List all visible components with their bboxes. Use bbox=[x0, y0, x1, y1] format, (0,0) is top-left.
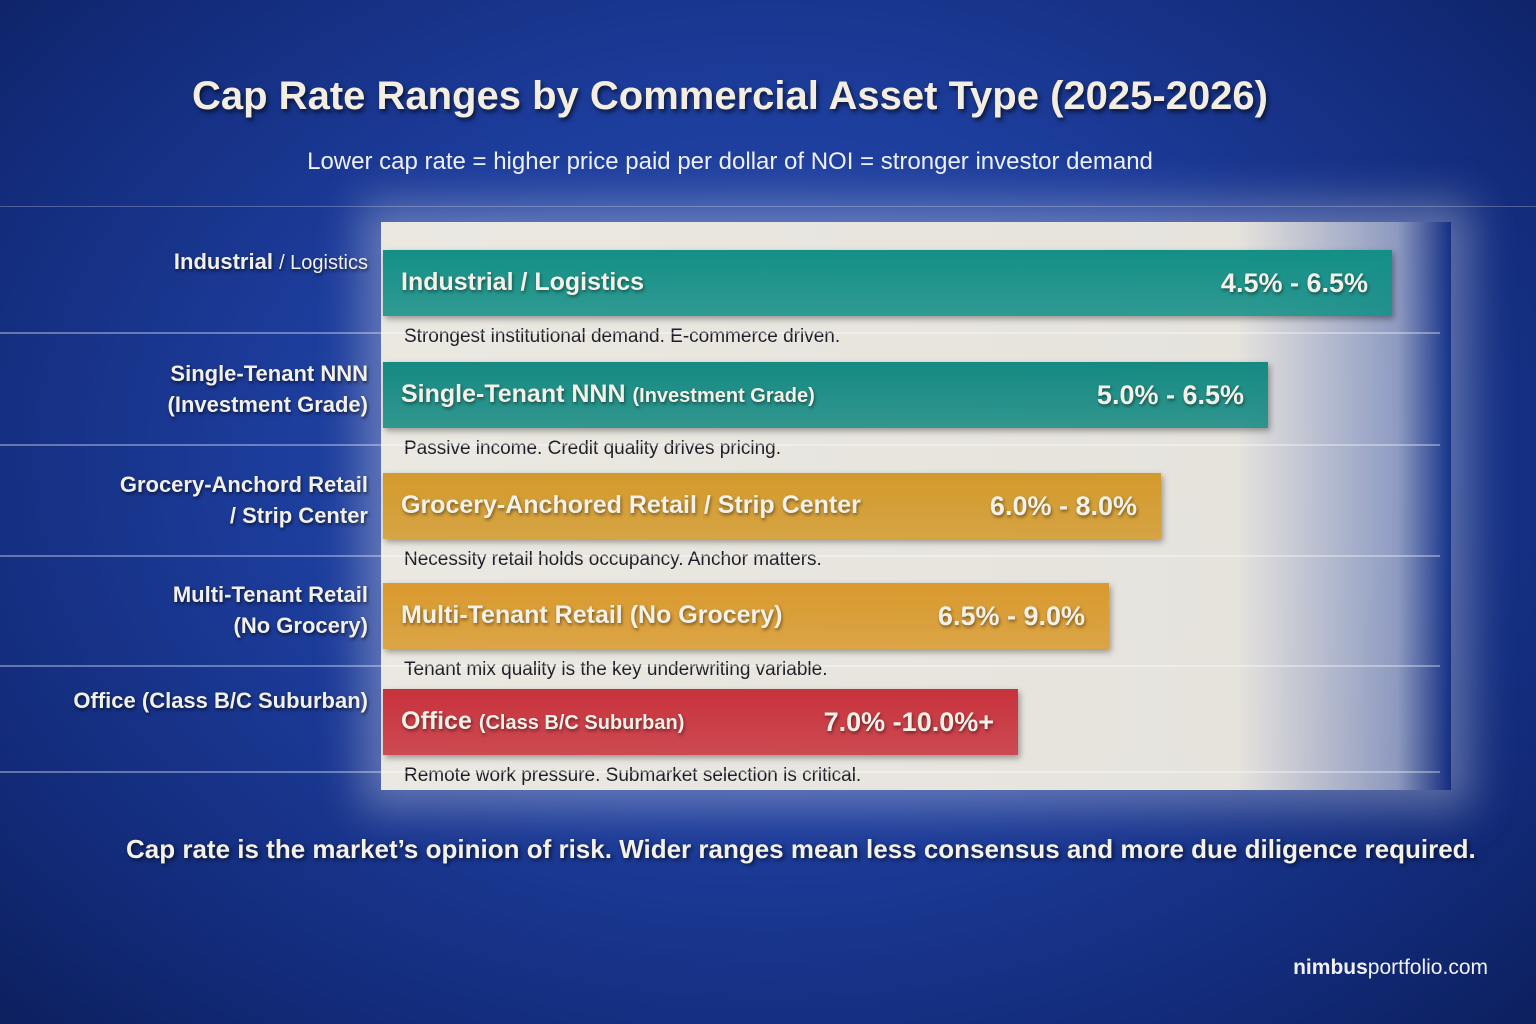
row-description: Necessity retail holds occupancy. Anchor… bbox=[404, 549, 822, 570]
chart-row: Industrial / Logistics Industrial / Logi… bbox=[0, 224, 1536, 347]
bar-label-minor: (Class B/C Suburban) bbox=[478, 712, 685, 734]
row-divider bbox=[0, 771, 1440, 773]
bar-label-minor: (Investment Grade) bbox=[632, 385, 815, 407]
bar-label-main: Office bbox=[401, 707, 472, 735]
row-label-main: Office (Class B/C Suburban) bbox=[73, 688, 368, 713]
row-description: Strongest institutional demand. E-commer… bbox=[404, 326, 841, 347]
brand-bold: nimbus bbox=[1293, 956, 1368, 979]
bar-label: Industrial / Logistics bbox=[401, 268, 644, 297]
brand-rest: portfolio.com bbox=[1367, 956, 1488, 979]
bar-label-main: Multi-Tenant Retail (No Grocery) bbox=[401, 601, 783, 629]
row-divider bbox=[0, 665, 1440, 667]
range-bar: Office (Class B/C Suburban) 7.0% -10.0%+ bbox=[383, 689, 1018, 755]
range-bar: Single-Tenant NNN (Investment Grade) 5.0… bbox=[383, 362, 1268, 428]
divider bbox=[0, 206, 1536, 207]
bar-label-main: Grocery-Anchored Retail / Strip Center bbox=[401, 491, 861, 519]
bar-label-main: Industrial / Logistics bbox=[401, 268, 645, 296]
range-label: 6.5% - 9.0% bbox=[937, 601, 1085, 631]
row-label: Multi-Tenant Retail (No Grocery) bbox=[173, 579, 368, 641]
chart-title: Cap Rate Ranges by Commercial Asset Type… bbox=[192, 74, 1268, 118]
row-label-main: Grocery-Anchord Retail bbox=[119, 472, 368, 497]
chart-row: Grocery-Anchord Retail / Strip Center Gro… bbox=[0, 447, 1536, 570]
bar-label: Grocery-Anchored Retail / Strip Center bbox=[401, 491, 861, 520]
range-bar: Grocery-Anchored Retail / Strip Center 6… bbox=[383, 473, 1161, 539]
bar-label: Single-Tenant NNN (Investment Grade) bbox=[401, 380, 815, 409]
range-label: 6.0% - 8.0% bbox=[989, 491, 1137, 521]
chart-row: Multi-Tenant Retail (No Grocery) Multi-Te… bbox=[0, 557, 1536, 680]
row-divider bbox=[0, 555, 1440, 557]
row-label: Grocery-Anchord Retail / Strip Center bbox=[120, 469, 368, 531]
chart-row: Office (Class B/C Suburban) Office (Clas… bbox=[0, 663, 1536, 786]
row-label: Industrial / Logistics bbox=[174, 246, 368, 279]
range-label: 7.0% -10.0%+ bbox=[823, 707, 994, 737]
range-label: 4.5% - 6.5% bbox=[1220, 268, 1368, 298]
range-bar: Industrial / Logistics 4.5% - 6.5% bbox=[383, 250, 1392, 316]
row-label-main: Single-Tenant NNN bbox=[170, 361, 368, 386]
row-description: Remote work pressure. Submarket selectio… bbox=[404, 765, 862, 786]
brand-url: nimbusportfolio.com bbox=[1293, 956, 1488, 980]
row-label-minor: / Logistics bbox=[279, 252, 368, 274]
row-description: Passive income. Credit quality drives pr… bbox=[404, 438, 781, 459]
footnote: Cap rate is the market’s opinion of risk… bbox=[126, 834, 1476, 864]
bar-label: Multi-Tenant Retail (No Grocery) bbox=[401, 601, 783, 630]
row-label-main: Industrial bbox=[173, 249, 273, 274]
bar-label-main: Single-Tenant NNN bbox=[401, 380, 626, 408]
chart-row: Single-Tenant NNN (Investment Grade) Sing… bbox=[0, 336, 1536, 459]
bar-label: Office (Class B/C Suburban) bbox=[401, 707, 684, 736]
row-label-minor: / Strip Center bbox=[229, 503, 368, 528]
range-label: 5.0% - 6.5% bbox=[1096, 380, 1244, 410]
row-label-main: Multi-Tenant Retail bbox=[172, 582, 368, 607]
row-label-minor: (No Grocery) bbox=[233, 613, 368, 638]
row-divider bbox=[0, 332, 1440, 334]
row-label: Single-Tenant NNN (Investment Grade) bbox=[168, 358, 369, 420]
row-label-minor: (Investment Grade) bbox=[167, 392, 369, 417]
row-description: Tenant mix quality is the key underwriti… bbox=[404, 659, 828, 680]
row-label: Office (Class B/C Suburban) bbox=[73, 685, 368, 716]
range-bar: Multi-Tenant Retail (No Grocery) 6.5% - … bbox=[383, 583, 1109, 649]
row-divider bbox=[0, 444, 1440, 446]
chart-subtitle: Lower cap rate = higher price paid per d… bbox=[307, 148, 1153, 175]
